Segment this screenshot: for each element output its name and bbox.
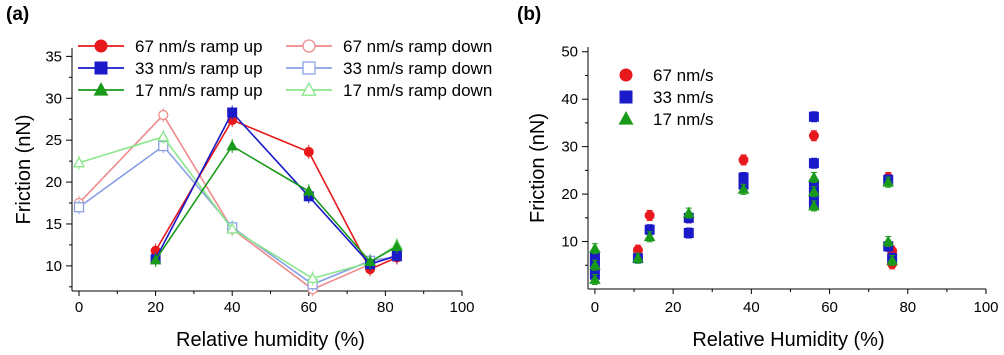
x-tick-label: 20 — [147, 299, 164, 316]
y-tick-label: 20 — [561, 186, 578, 203]
data-point — [589, 259, 601, 270]
data-point — [226, 139, 238, 151]
legend-marker — [619, 68, 633, 82]
panel-b: (b) 0 20 40 60 80 100 10 20 30 40 50 Relative Humidi… — [517, 4, 999, 351]
data-point — [149, 253, 162, 265]
panel-a: (a) 0 20 40 60 80 100 10 15 20 25 30 35 Relative humi… — [6, 4, 492, 351]
data-point — [157, 130, 170, 142]
panel-label-a: (a) — [6, 4, 29, 25]
y-tick-label: 20 — [45, 174, 62, 191]
data-point — [886, 254, 898, 265]
x-tick-label: 80 — [377, 299, 394, 316]
data-point — [643, 230, 656, 242]
data-point — [158, 109, 169, 121]
legend-marker — [94, 39, 108, 53]
data-point — [644, 210, 655, 221]
x-tick-label: 0 — [591, 299, 599, 316]
data-point — [808, 158, 819, 169]
data-point — [391, 240, 403, 251]
y-tick-label: 40 — [561, 91, 578, 108]
legend-marker — [301, 81, 317, 96]
legend-b: 67 nm/s 33 nm/s 17 nm/s — [618, 66, 713, 129]
series-33-nm-s-ramp-down — [73, 139, 403, 292]
x-tick-label: 100 — [449, 299, 474, 316]
series-line — [78, 135, 398, 280]
y-tick-label: 15 — [45, 216, 62, 233]
legend-marker — [302, 39, 316, 53]
data-point — [303, 185, 315, 196]
data-point — [882, 176, 895, 187]
data-point — [808, 199, 820, 211]
legend-label: 67 nm/s — [653, 66, 713, 85]
panel-label-b: (b) — [517, 4, 541, 25]
data-point — [882, 235, 895, 246]
series-33-nm-s — [589, 111, 898, 281]
x-tick-label: 20 — [665, 299, 682, 316]
data-point — [306, 271, 319, 283]
y-tick-label: 30 — [45, 90, 62, 107]
data-point — [73, 202, 85, 213]
legend-marker — [302, 61, 316, 75]
series-17-nm-s-ramp-up — [149, 139, 403, 269]
data-point — [589, 273, 601, 284]
data-point — [738, 154, 749, 165]
x-tick-label: 40 — [743, 299, 760, 316]
y-tick-label: 30 — [561, 139, 578, 156]
legend-label: 17 nm/s ramp up — [135, 81, 263, 100]
data-point — [808, 130, 819, 141]
data-point — [808, 171, 820, 182]
data-point — [364, 255, 376, 267]
legend-label: 33 nm/s ramp down — [343, 59, 492, 78]
legend-marker — [93, 82, 109, 96]
y-tick-label: 50 — [561, 44, 578, 61]
x-tick-label: 0 — [75, 299, 83, 316]
series-line — [78, 144, 398, 286]
x-axis-title: Relative Humidity (%) — [692, 329, 884, 351]
data-point — [683, 228, 694, 239]
series-17-nm-s — [589, 171, 898, 286]
legend-label: 17 nm/s ramp down — [343, 81, 492, 100]
y-axis-title: Friction (nN) — [527, 113, 549, 223]
series-line — [154, 119, 398, 271]
series-line — [78, 113, 398, 291]
x-tick-label: 60 — [821, 299, 838, 316]
series-33-nm-s-ramp-up — [150, 105, 402, 272]
series-line — [154, 111, 398, 266]
data-point — [737, 183, 750, 194]
legend-label: 67 nm/s ramp down — [343, 37, 492, 56]
data-point — [808, 111, 819, 122]
legend-a: 67 nm/s ramp up 33 nm/s ramp up 17 nm/s ra… — [78, 37, 492, 100]
legend-marker — [94, 61, 108, 75]
data-point — [808, 185, 820, 197]
legend-label: 17 nm/s — [653, 110, 713, 129]
legend-label: 67 nm/s ramp up — [135, 37, 263, 56]
x-tick-label: 80 — [899, 299, 916, 316]
legend-marker — [619, 90, 633, 104]
y-tick-label: 10 — [561, 234, 578, 251]
data-point — [303, 146, 314, 157]
data-point — [227, 107, 238, 118]
y-tick-label: 10 — [45, 258, 62, 275]
data-point — [226, 222, 239, 234]
data-point — [632, 251, 644, 263]
legend-label: 33 nm/s — [653, 88, 713, 107]
series-17-nm-s-ramp-down — [72, 129, 403, 286]
legend-marker — [618, 111, 634, 125]
data-point — [589, 242, 601, 254]
legend-label: 33 nm/s ramp up — [135, 59, 263, 78]
x-axis-title: Relative humidity (%) — [176, 329, 365, 351]
data-point — [738, 172, 749, 183]
x-tick-label: 60 — [300, 299, 317, 316]
y-tick-label: 25 — [45, 132, 62, 149]
x-tick-label: 40 — [224, 299, 241, 316]
data-point — [72, 156, 86, 168]
y-axis-title: Friction (nN) — [13, 114, 35, 224]
data-point — [682, 206, 695, 218]
x-tick-label: 100 — [973, 299, 998, 316]
y-tick-label: 35 — [45, 48, 62, 65]
